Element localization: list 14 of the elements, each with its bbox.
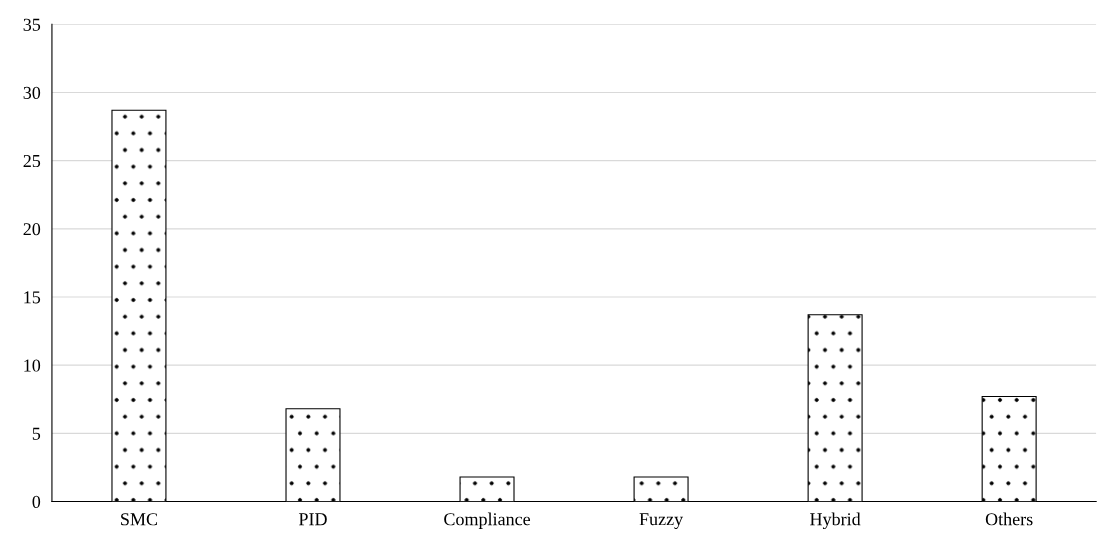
x-tick-label: Hybrid (810, 512, 861, 530)
y-tick-label: 20 (23, 223, 41, 236)
y-tick-label: 0 (32, 495, 41, 508)
y-tick-label: 10 (24, 359, 41, 372)
y-tick-label: 25 (23, 154, 41, 168)
y-tick-label: 5 (32, 427, 41, 440)
x-tick-label: Others (985, 512, 1033, 526)
y-tick-label: 15 (24, 291, 41, 304)
y-tick-label: 30 (23, 86, 41, 99)
x-tick-label: Fuzzy (639, 513, 684, 529)
x-tick-label: Compliance (444, 512, 531, 529)
x-tick-label: PID (298, 513, 327, 526)
y-tick-label: 35 (23, 18, 41, 31)
x-tick-label: SMC (121, 513, 158, 526)
